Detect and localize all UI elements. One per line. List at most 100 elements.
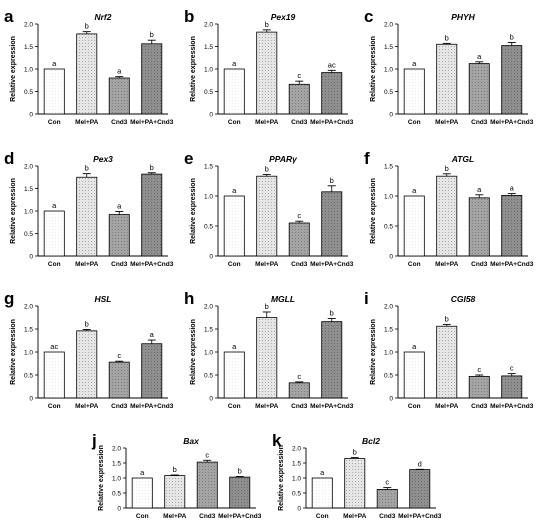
significance-label: a [52, 59, 57, 68]
y-axis-label: Relative expression [190, 36, 197, 102]
x-tick-label: Con [228, 261, 241, 268]
y-tick-label: 0 [209, 112, 213, 119]
significance-label: a [510, 184, 515, 193]
panel-title: Pex3 [93, 154, 113, 164]
x-tick-label: Cnd3 [471, 403, 488, 410]
significance-label: c [297, 372, 301, 381]
bar [468, 63, 490, 115]
y-tick-label: 1.0 [384, 67, 393, 74]
x-tick-label: Mel+PA [163, 513, 186, 520]
y-tick-label: 1.5 [384, 164, 393, 171]
bar [436, 43, 458, 115]
significance-label: a [117, 201, 122, 210]
y-tick-label: 2.0 [24, 22, 33, 29]
y-tick-label: 1.5 [204, 327, 213, 334]
y-tick-label: 1.5 [384, 327, 393, 334]
bar [321, 321, 343, 399]
significance-label: a [232, 59, 237, 68]
significance-label: a [477, 52, 482, 61]
y-tick-label: 1.0 [384, 194, 393, 201]
panel-title: Bax [183, 436, 200, 446]
bar [196, 461, 218, 509]
y-tick-label: 2.0 [292, 446, 301, 453]
y-axis-label: Relative expression [190, 319, 197, 385]
significance-label: b [265, 164, 269, 173]
x-tick-label: Mel+PA [75, 261, 98, 268]
x-tick-label: Mel+PA [255, 119, 278, 126]
y-tick-label: 1.5 [24, 44, 33, 51]
bar [501, 45, 523, 115]
x-tick-label: Mel+PA+Cnd3 [490, 403, 534, 410]
bar [141, 173, 163, 257]
bar [256, 175, 278, 257]
x-tick-label: Mel+PA [75, 119, 98, 126]
significance-label: a [232, 186, 237, 195]
significance-label: b [445, 33, 449, 42]
y-axis-label: Relative expression [370, 178, 377, 244]
y-tick-label: 0.5 [384, 89, 393, 96]
panel-a: a Nrf2 0 0.5 1.0 1.5 2.0 Relative expression a Co… [4, 7, 174, 126]
x-tick-label: Mel+PA+Cnd3 [218, 513, 262, 520]
panel-title: CGI58 [451, 294, 476, 304]
x-tick-label: Mel+PA [343, 513, 366, 520]
significance-label: b [85, 22, 89, 31]
significance-label: b [265, 20, 269, 29]
significance-label: b [330, 308, 334, 317]
bar [108, 77, 130, 115]
significance-label: c [477, 365, 481, 374]
significance-label: a [52, 201, 57, 210]
x-tick-label: Mel+PA+Cnd3 [130, 403, 174, 410]
bar [468, 197, 490, 257]
panel-letter: c [364, 7, 373, 26]
bar [376, 488, 398, 509]
significance-label: c [510, 364, 514, 373]
bar [468, 375, 490, 399]
y-tick-label: 1.0 [292, 476, 301, 483]
y-tick-label: 0 [29, 396, 33, 403]
bar [223, 195, 245, 257]
x-tick-label: Con [408, 261, 421, 268]
bar [288, 222, 310, 257]
panel-d: d Pex3 0 0.5 1.0 1.5 2.0 Relative expression a Co… [4, 149, 174, 268]
y-tick-label: 1.5 [112, 461, 121, 468]
bar [131, 477, 153, 509]
x-tick-label: Cnd3 [471, 119, 488, 126]
panel-j: j Bax 0 0.5 1.0 1.5 2.0 Relative expression a Con… [91, 431, 262, 520]
x-tick-label: Con [48, 403, 61, 410]
y-tick-label: 1.0 [24, 67, 33, 74]
panel-title: Pex19 [271, 12, 296, 22]
bar [43, 68, 65, 115]
bar [436, 325, 458, 399]
significance-label: b [85, 319, 89, 328]
x-tick-label: Mel+PA [435, 119, 458, 126]
x-tick-label: Mel+PA [435, 261, 458, 268]
bar [403, 351, 425, 399]
y-tick-label: 1.0 [384, 350, 393, 357]
bar [108, 214, 130, 257]
bar [321, 191, 343, 257]
y-axis-label: Relative expression [370, 319, 377, 385]
panel-letter: a [4, 7, 14, 26]
y-tick-label: 1.0 [112, 476, 121, 483]
x-tick-label: Cnd3 [111, 403, 128, 410]
significance-label: a [412, 342, 417, 351]
significance-label: b [445, 314, 449, 323]
significance-label: b [353, 448, 357, 457]
x-tick-label: Mel+PA+Cnd3 [310, 403, 354, 410]
y-tick-label: 1.0 [24, 209, 33, 216]
significance-label: b [85, 164, 89, 173]
significance-label: b [238, 467, 242, 476]
x-tick-label: Mel+PA+Cnd3 [310, 119, 354, 126]
y-tick-label: 1.0 [204, 350, 213, 357]
y-tick-label: 0 [29, 254, 33, 261]
y-axis-label: Relative expression [10, 36, 17, 102]
bar [311, 477, 333, 509]
panel-letter: f [364, 149, 370, 168]
x-tick-label: Con [408, 119, 421, 126]
significance-label: d [418, 459, 422, 468]
y-tick-label: 0.5 [204, 373, 213, 380]
y-tick-label: 2.0 [24, 164, 33, 171]
panel-e: e PPARγ 0 0.5 1.0 1.5 Relative expression a Con b… [184, 149, 354, 268]
x-tick-label: Cnd3 [471, 261, 488, 268]
